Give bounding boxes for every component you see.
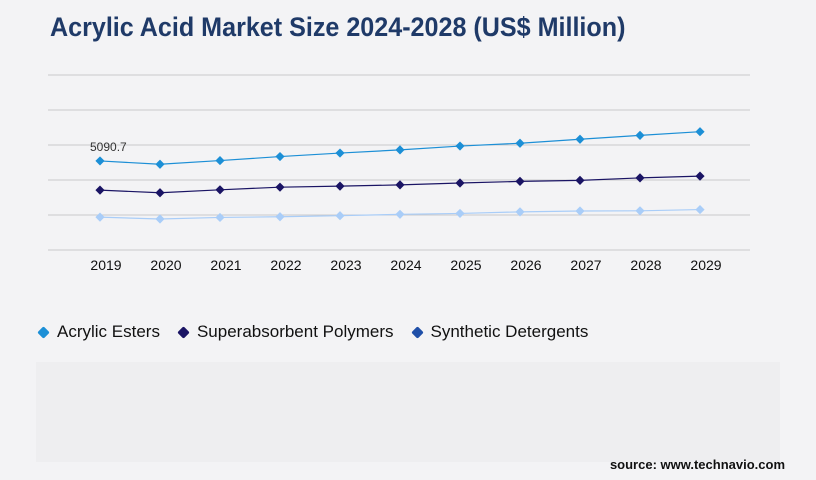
x-tick-label: 2022 [270,257,301,273]
data-point-marker [95,156,105,166]
data-point-marker [215,185,225,195]
legend-panel-background [36,362,780,462]
data-point-marker [395,180,405,190]
legend-diamond-icon [37,325,50,339]
data-point-marker [575,134,585,144]
legend-item-superabsorbent-polymers: Superabsorbent Polymers [177,322,394,342]
data-point-marker [335,181,345,191]
data-label: 5090.7 [90,140,127,154]
data-point-marker [635,173,645,183]
x-tick-label: 2027 [570,257,601,273]
x-tick-label: 2028 [630,257,661,273]
data-point-marker [695,204,705,215]
data-point-marker [95,185,105,195]
data-point-marker [515,138,525,148]
data-point-marker [215,212,225,223]
x-tick-label: 2029 [690,257,721,273]
x-tick-label: 2020 [150,257,181,273]
data-point-marker [575,175,585,185]
gridlines [48,74,750,251]
data-point-marker [515,207,525,217]
x-tick-label: 2021 [210,257,241,273]
x-tick-label: 2019 [90,257,121,273]
data-point-marker [275,182,285,192]
x-tick-label: 2026 [510,257,541,273]
legend-diamond-icon [177,325,190,339]
chart-title: Acrylic Acid Market Size 2024-2028 (US$ … [50,12,626,42]
axis-labels: 2019 2020 2021 2022 2023 2024 2025 2026 2027 2028… [90,140,722,273]
data-point-marker [575,206,585,216]
data-point-marker [155,214,165,224]
legend-item-synthetic-detergents: Synthetic Detergents [410,322,589,342]
legend-label: Synthetic Detergents [430,322,589,341]
x-tick-label: 2024 [390,257,421,273]
data-point-marker [455,178,465,188]
legend-label: Acrylic Esters [57,322,160,341]
legend: Acrylic Esters Superabsorbent Polymers S… [37,322,606,342]
series-lines [95,127,705,224]
legend-diamond-icon [410,325,424,339]
data-point-marker [155,188,165,198]
data-point-marker [95,212,105,222]
data-point-marker [395,209,405,219]
data-point-marker [335,211,345,221]
data-point-marker [335,148,345,158]
data-point-marker [635,206,645,216]
x-tick-label: 2025 [450,257,481,273]
data-point-marker [635,130,645,140]
data-point-marker [395,145,405,155]
x-tick-label: 2023 [330,257,361,273]
data-point-marker [215,155,225,166]
data-point-marker [455,141,465,151]
data-point-marker [275,212,285,222]
data-point-marker [455,208,465,219]
legend-label: Superabsorbent Polymers [196,322,394,341]
data-point-marker [695,127,705,137]
data-point-marker [275,151,285,162]
source-credit: source: www.technavio.com [609,457,785,472]
data-point-marker [695,171,705,181]
data-point-marker [515,176,525,186]
data-point-marker [155,159,165,169]
legend-item-acrylic-esters: Acrylic Esters [37,322,160,342]
